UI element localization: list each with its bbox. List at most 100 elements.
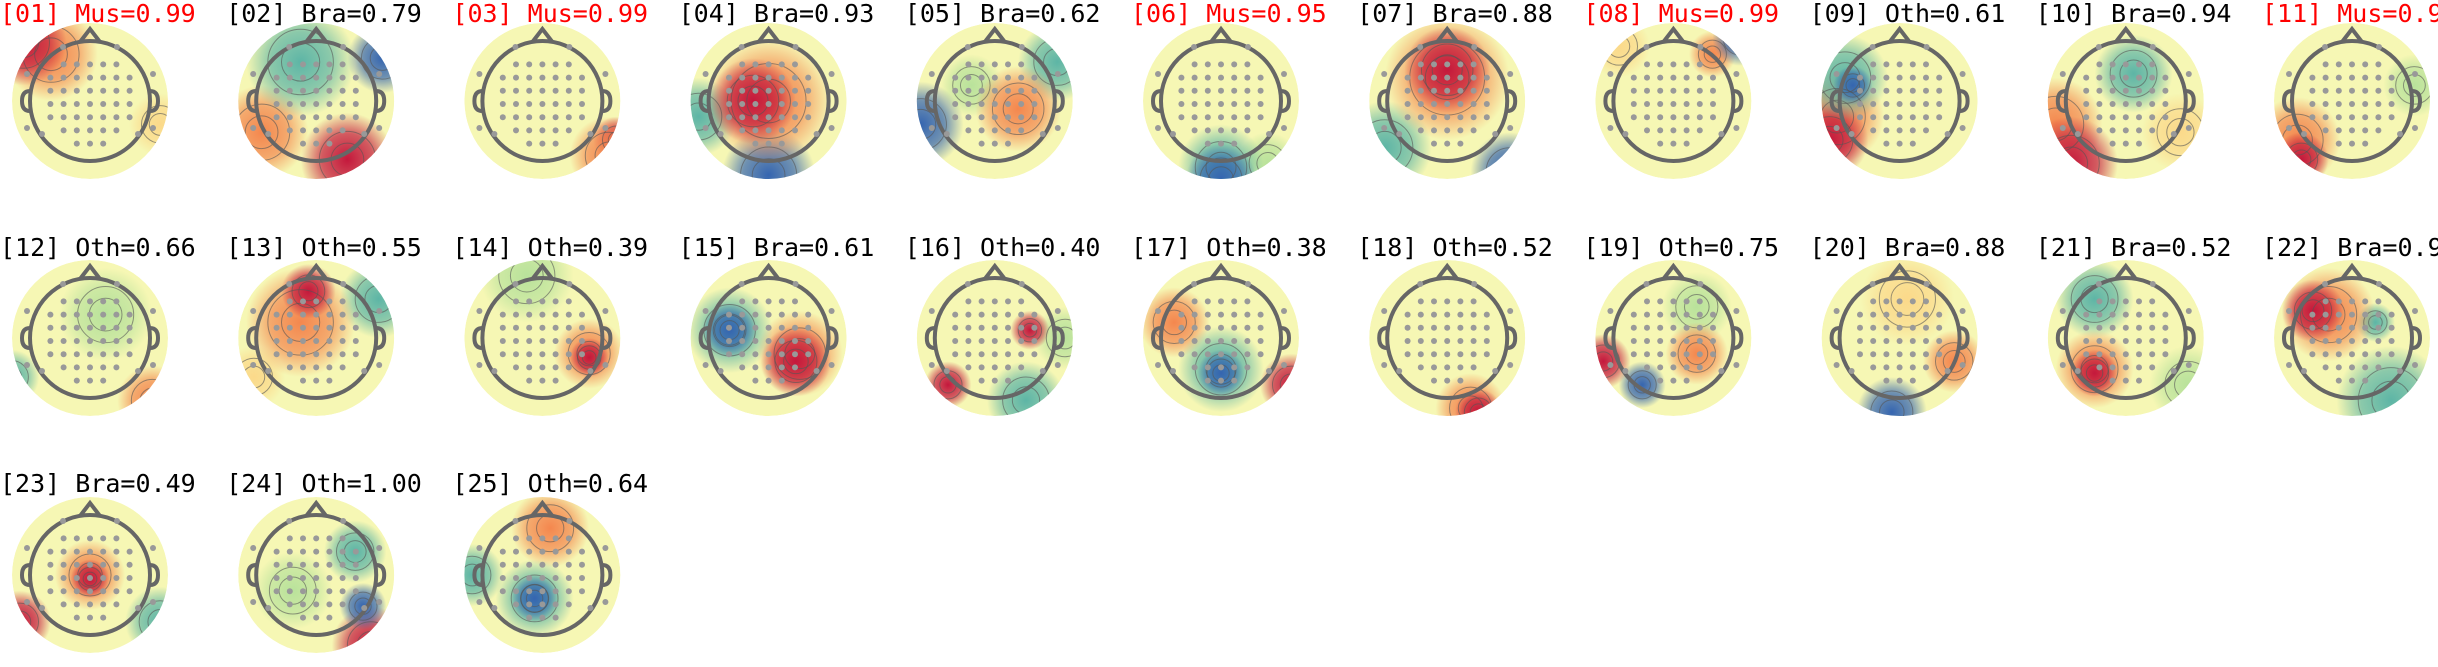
electrode [565,351,572,358]
electrode [2122,338,2129,344]
electrode [726,311,732,318]
electrode [2309,338,2316,344]
electrode [499,74,506,81]
electrode [300,74,306,81]
electrode [60,127,67,134]
electrode [339,351,346,358]
electrode [1909,351,1916,358]
electrode [526,87,533,94]
electrode [2388,74,2395,81]
electrode [565,338,572,344]
electrode [1039,131,1046,137]
electrode [1896,87,1903,94]
electrode [552,324,559,331]
head-outline [28,276,152,400]
electrode [1457,127,1464,134]
electrode [1896,114,1903,121]
electrode [476,599,483,605]
electrode [778,114,785,121]
electrode [2349,351,2355,358]
topomap-blob [1033,306,1073,370]
electrode [2136,338,2142,344]
electrode [2162,101,2169,107]
electrode [1457,74,1464,81]
electrode [702,308,709,314]
electrode [1204,351,1211,358]
electrode [2096,324,2103,331]
electrode [805,74,812,81]
electrode [765,351,772,358]
electrode [1833,362,1840,368]
electrode [1431,61,1437,68]
ear-left [1377,326,1388,350]
electrode [73,377,80,384]
electrode [1710,101,1716,107]
electrode [1231,127,1238,134]
electrode [513,114,519,121]
nose [78,25,102,44]
electrode [565,548,572,555]
electrode [2335,298,2342,305]
nose [78,262,102,281]
electrode [476,125,483,131]
contour-line [2300,286,2358,344]
ear-left [924,326,935,350]
electrode [1431,377,1437,384]
electrode [1483,74,1490,81]
electrode [726,351,732,358]
electrode [1683,324,1690,331]
electrode [2286,71,2292,77]
electrode [1231,87,1238,94]
electrode [87,377,93,384]
contour-line [2363,310,2388,335]
electrode [73,101,80,107]
electrode [1431,114,1437,121]
electrode [2149,101,2156,107]
electrode [286,44,293,50]
electrode [752,364,759,371]
electrode [2162,324,2169,331]
electrode [765,74,772,81]
electrode [313,351,320,358]
electrode [2335,87,2342,94]
electrode [1870,338,1877,344]
electrode [1683,61,1690,68]
electrode [991,61,998,68]
electrode [60,101,67,107]
electrode [273,87,280,94]
electrode [1870,364,1877,371]
electrode [792,87,798,94]
electrode [1896,61,1903,68]
electrode [792,281,799,287]
electrode [1417,74,1424,81]
electrode [526,548,533,555]
contour-line [130,378,168,416]
component: [15] Bra=0.61 [679,233,874,416]
contour-line [12,360,29,394]
electrode [2136,324,2142,331]
electrode [513,364,519,371]
electrode [2335,338,2342,344]
electrode [1507,308,1514,314]
electrode [565,87,572,94]
electrode [1909,101,1916,107]
electrode [2122,74,2129,81]
ear-left [19,326,31,350]
contour-line [584,131,621,179]
electrode [991,140,998,147]
electrode [24,125,30,131]
electrode [952,351,959,358]
electrode [1281,125,1287,131]
electrode [1031,311,1038,318]
electrode [943,368,950,374]
electrode [1883,311,1890,318]
electrode [60,281,66,287]
electrode [24,71,30,77]
component: [20] Bra=0.88 [1810,233,2005,416]
electrode [273,74,280,81]
ear-right [1733,326,1744,350]
electrode [2122,351,2129,358]
electrode [539,548,546,555]
ear-left [1829,326,1840,350]
contour-line [2109,49,2158,98]
